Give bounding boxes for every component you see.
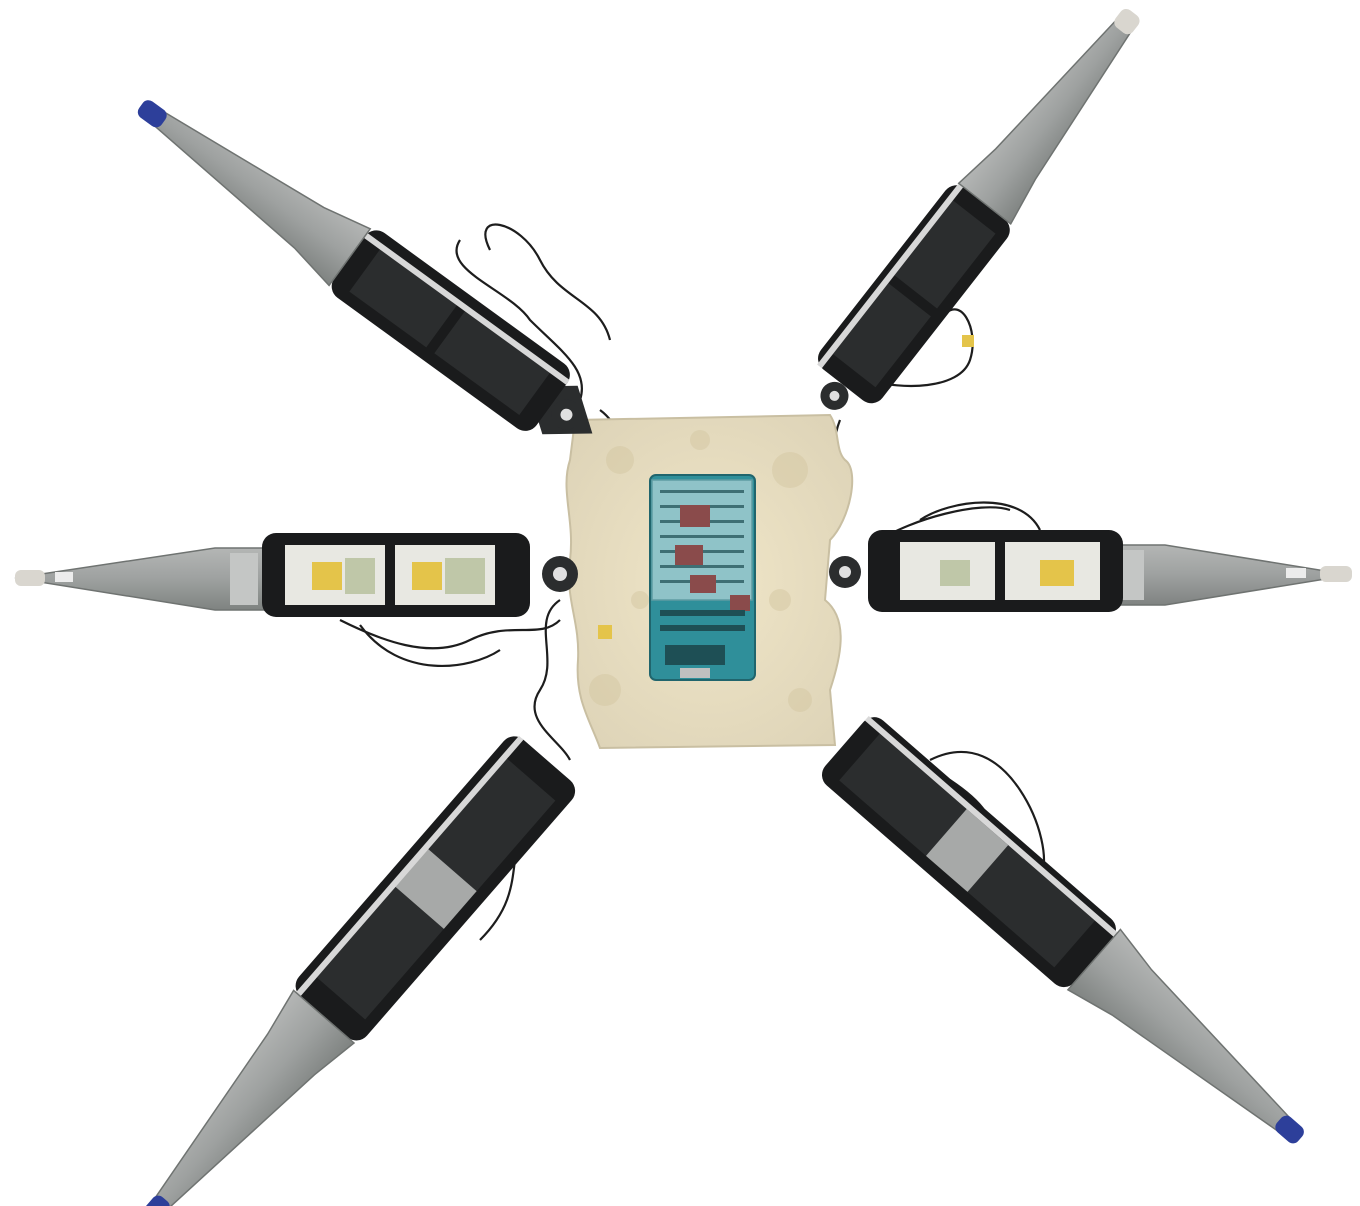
leg-left-middle	[14, 533, 578, 617]
foot-tip	[137, 100, 167, 128]
controller-board	[649, 474, 756, 681]
foot-tip	[15, 570, 45, 586]
leg-back-left	[140, 735, 576, 1206]
foot-tip	[140, 1195, 170, 1206]
leg-front-right	[817, 8, 1140, 410]
tape-marker	[962, 335, 974, 347]
leg-back-right	[821, 715, 1304, 1144]
foot-tip	[1275, 1115, 1304, 1144]
leg-right-middle	[829, 530, 1352, 612]
foot-tip	[1114, 8, 1140, 35]
foot-tip	[1320, 566, 1352, 582]
tape-marker	[598, 625, 612, 639]
leg-front-left	[137, 100, 593, 435]
